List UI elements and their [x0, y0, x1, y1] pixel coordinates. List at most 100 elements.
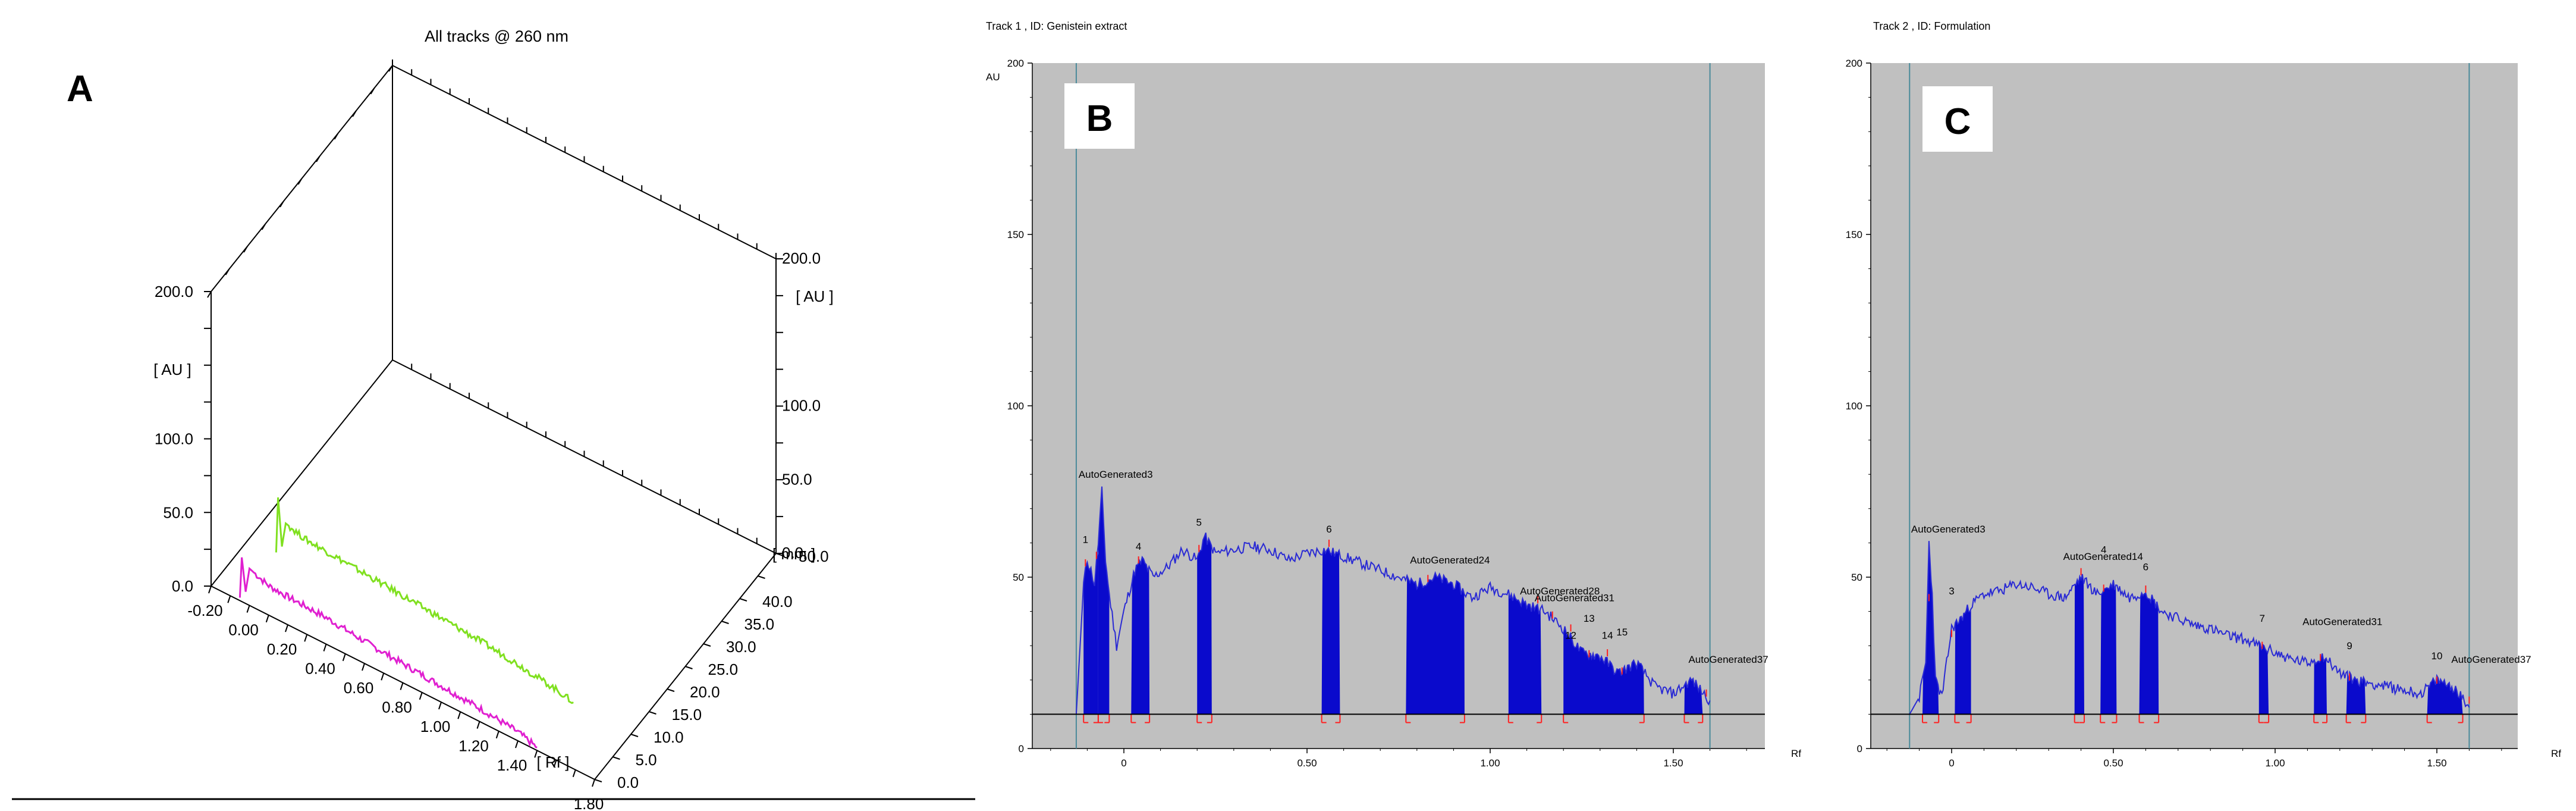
peak-label: 3 [1949, 585, 1954, 597]
panel-c-letter-box [1922, 86, 1993, 152]
peak-label: 6 [2143, 561, 2148, 572]
mm-top-tick [243, 246, 248, 253]
panel-a-title: All tracks @ 260 nm [425, 27, 568, 45]
rf-tick-mark [572, 769, 576, 778]
panel-c-plot-area: 0 50 100 150 200 0 0.50 1.00 1.50 AutoGenerated3 3… [1846, 58, 2531, 769]
peak-label: AutoGenerated31 [2302, 616, 2382, 628]
peak-fill-5 [1321, 547, 1340, 715]
y-tick-label: 50 [1851, 572, 1862, 583]
rf-tick-mark [419, 692, 423, 700]
rf-tick-mark [265, 615, 269, 623]
rf-tick-label: 0.00 [228, 621, 259, 639]
mm-top-tick [261, 223, 266, 230]
peak-fill-4 [2100, 580, 2117, 715]
peak-fill-9 [2427, 675, 2463, 715]
mm-tick-label: 35.0 [744, 615, 775, 633]
y-right-tick-label: 100.0 [782, 397, 821, 415]
x-tick-label: 1.00 [1480, 757, 1500, 769]
mm-top-tick [207, 291, 212, 298]
plot-background [1871, 63, 2518, 749]
panel-b-letter-box [1064, 83, 1135, 149]
panel-a-letter: A [67, 68, 93, 109]
y-right-tick-label: 0.0 [782, 544, 803, 562]
rf-tick-mark [342, 653, 346, 662]
peak-fill-7 [1508, 589, 1542, 715]
rf-tick-label: 1.20 [458, 737, 489, 755]
mm-tick-mark [630, 734, 639, 737]
rf-tick-mark [495, 731, 500, 739]
peak-fill-3 [2074, 574, 2084, 715]
peak-label: 1 [1083, 534, 1088, 545]
peak-fill-3 [1131, 557, 1150, 715]
mm-top-tick [352, 110, 357, 117]
mm-tick-label: 15.0 [672, 706, 702, 724]
peak-fill-5 [2139, 593, 2159, 715]
rf-tick-label: 0.60 [344, 679, 374, 697]
mm-tick-label: 10.0 [654, 728, 684, 746]
peak-label: 6 [1326, 524, 1331, 535]
x-tick-label: 1.50 [2427, 757, 2446, 769]
peak-label: AutoGenerated3 [1911, 524, 1986, 535]
mm-tick-label: 20.0 [690, 683, 720, 701]
mm-tick-mark [649, 711, 656, 715]
mm-top-tick [370, 87, 375, 95]
mm-tick-label: 30.0 [726, 638, 756, 656]
peak-label: 9 [2346, 640, 2352, 652]
peak-label: 14 [1602, 630, 1613, 641]
peak-label: 13 [1584, 613, 1595, 624]
panel-a-ticks: 0.050.0100.0200.00.050.0100.0200.0-0.200… [155, 60, 829, 811]
mm-tick-mark [612, 756, 620, 760]
rf-tick-mark [534, 750, 538, 758]
x-tick-label: 0.50 [2103, 757, 2123, 769]
left-floor-edge [211, 359, 393, 587]
rf-tick-mark [323, 644, 327, 652]
mm-top-tick [316, 155, 321, 162]
y-tick-label: 50 [1013, 572, 1024, 583]
panel-b-letter: B [1086, 98, 1113, 139]
rf-tick-mark [515, 740, 519, 749]
mm-tick-mark [685, 666, 693, 669]
densitogram-trace [1075, 486, 1711, 715]
panel-a-traces [238, 497, 574, 749]
y-tick-label: 100 [1846, 400, 1862, 412]
track-trace-1 [238, 557, 538, 749]
peak-fill-9 [1684, 678, 1703, 715]
rf-tick-label: 0.20 [267, 640, 297, 658]
x-tick-label: 0 [1121, 757, 1126, 769]
rf-tick-mark [246, 605, 250, 613]
rf-tick-mark [304, 634, 308, 642]
panel-a-y-left-label: [ AU ] [153, 361, 191, 378]
peak-fill-6 [1406, 572, 1465, 715]
y-left-tick-label: 100.0 [155, 430, 193, 448]
x-tick-label: 1.00 [2265, 757, 2285, 769]
densitogram-trace [1909, 541, 2470, 715]
y-right-tick-label: 50.0 [782, 470, 812, 488]
y-tick-label: 100 [1007, 400, 1024, 412]
rf-tick-mark [227, 595, 231, 603]
mm-top-tick [279, 201, 284, 208]
panel-a-y-right-label: [ AU ] [796, 287, 834, 305]
x-tick-label: 0 [1949, 757, 1954, 769]
rf-tick-label: 1.40 [497, 756, 527, 774]
mm-tick-label: 50.0 [799, 547, 829, 565]
peak-fill-4 [1197, 533, 1212, 715]
peak-label: 15 [1616, 627, 1628, 638]
rf-tick-mark [381, 672, 385, 681]
peak-label: AutoGenerated3 [1079, 469, 1153, 480]
mm-tick-label: 25.0 [708, 660, 739, 678]
mm-tick-mark [758, 575, 765, 579]
y-tick-label: 0 [1019, 743, 1024, 754]
y-right-tick-label: 200.0 [782, 249, 821, 267]
mm-tick-mark [721, 621, 729, 624]
y-tick-label: 150 [1846, 229, 1862, 240]
peak-fill-6 [2258, 641, 2269, 715]
panel-b-y-unit: AU [986, 71, 1000, 83]
plot-background [1032, 63, 1765, 749]
peak-label: AutoGenerated31 [1535, 592, 1614, 603]
track-trace-2 [275, 497, 574, 704]
y-left-tick-label: 0.0 [172, 577, 193, 595]
peak-label: AutoGenerated37 [1688, 654, 1768, 665]
rf-tick-mark [400, 682, 404, 690]
